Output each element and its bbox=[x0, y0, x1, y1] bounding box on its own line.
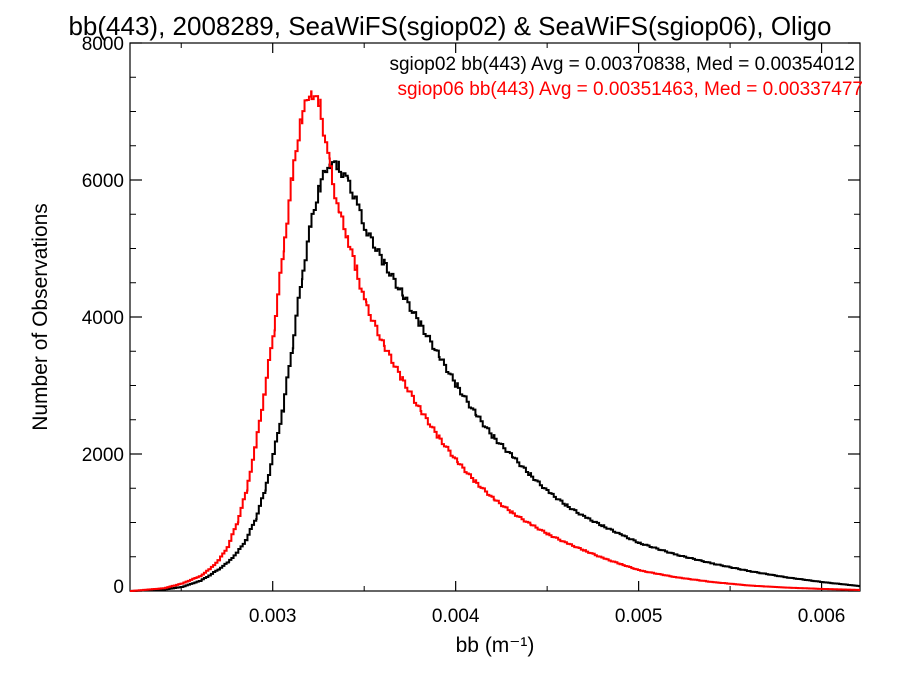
series-line-2 bbox=[130, 90, 860, 592]
y-axis-label: Number of Observations bbox=[29, 203, 52, 431]
y-tick-label: 4000 bbox=[82, 308, 124, 329]
annotation-sgiop02: sgiop02 bb(443) Avg = 0.00370838, Med = … bbox=[389, 54, 855, 75]
chart-title: bb(443), 2008289, SeaWiFS(sgiop02) & Sea… bbox=[68, 11, 831, 41]
y-tick-label: 6000 bbox=[82, 171, 124, 192]
x-tick-label: 0.006 bbox=[798, 606, 846, 627]
x-axis-label: bb (m⁻¹) bbox=[456, 634, 535, 657]
x-tick-label: 0.003 bbox=[249, 606, 297, 627]
y-tick-label: 2000 bbox=[82, 445, 124, 466]
y-tick-label: 0 bbox=[113, 577, 124, 598]
data-series bbox=[130, 90, 860, 592]
plot-frame bbox=[129, 42, 861, 592]
y-tick-label: 8000 bbox=[82, 34, 124, 55]
x-tick-label: 0.005 bbox=[615, 606, 663, 627]
x-tick-label: 0.004 bbox=[432, 606, 480, 627]
series-line-1 bbox=[130, 160, 860, 592]
annotation-sgiop06: sgiop06 bb(443) Avg = 0.00351463, Med = … bbox=[397, 79, 863, 100]
axis-ticks: 0.003 0.004 0.005 0.006 0 2000 4000 6000 8000 bbox=[82, 34, 860, 627]
